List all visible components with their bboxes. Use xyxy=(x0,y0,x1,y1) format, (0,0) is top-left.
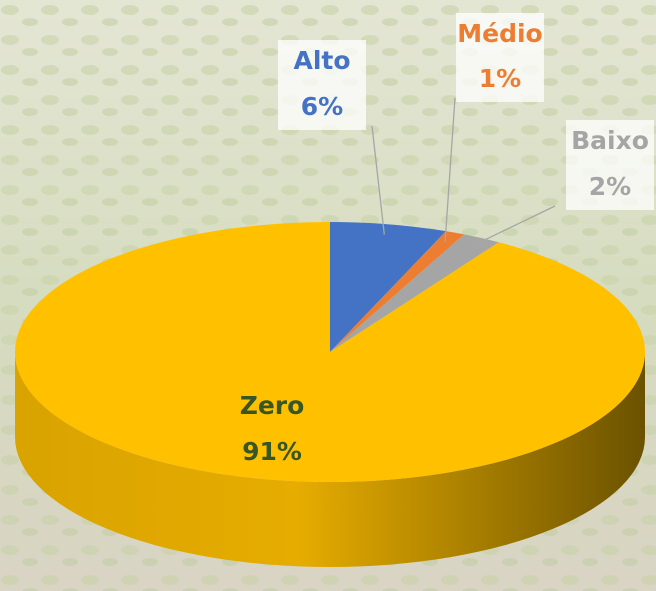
category-label: Zero xyxy=(240,391,305,420)
leader-line xyxy=(371,125,385,235)
pie-side xyxy=(15,352,645,567)
label-box xyxy=(456,13,544,102)
leader-line xyxy=(444,97,456,243)
value-label: 91% xyxy=(242,437,302,466)
pie-slice xyxy=(330,234,499,352)
pie-slice xyxy=(330,222,446,352)
value-label: 1% xyxy=(479,64,521,93)
category-label: Baixo xyxy=(571,126,649,155)
pie-slice xyxy=(330,231,465,352)
label-box xyxy=(566,120,654,210)
category-label: Alto xyxy=(293,46,350,75)
label-box xyxy=(278,40,366,130)
leader-line xyxy=(469,205,556,248)
value-label: 6% xyxy=(301,92,343,121)
value-label: 2% xyxy=(589,172,631,201)
category-label: Médio xyxy=(457,19,542,48)
pie-slice xyxy=(14,222,645,482)
